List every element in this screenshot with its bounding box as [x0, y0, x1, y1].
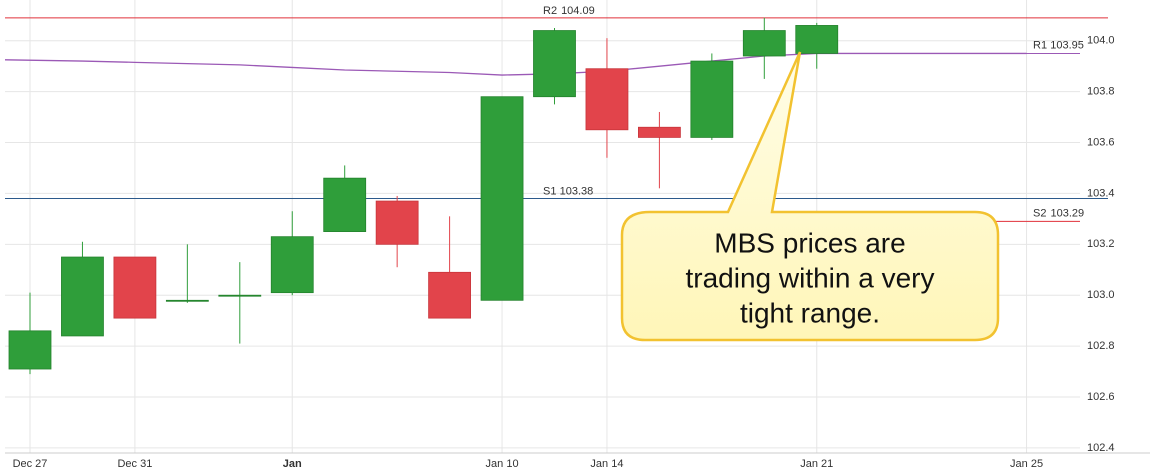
- x-tick-label: Jan 21: [800, 458, 833, 470]
- y-tick-label: 102.4: [1087, 442, 1115, 454]
- callout-text: MBS prices are: [714, 227, 905, 258]
- moving-average-line: [4, 52, 1027, 76]
- level-value: 103.29: [1050, 207, 1084, 219]
- candle-body: [323, 177, 367, 232]
- candle-body: [638, 126, 681, 138]
- x-tick-label: Dec 31: [117, 458, 152, 470]
- y-tick-label: 102.6: [1087, 391, 1115, 403]
- candle-body: [165, 299, 209, 302]
- candle-body: [218, 294, 262, 297]
- y-tick-label: 103.6: [1087, 136, 1115, 148]
- candle-body: [690, 60, 734, 138]
- candle-body: [585, 68, 629, 131]
- candle-body: [113, 256, 157, 319]
- x-tick-label: Dec 27: [13, 458, 48, 470]
- candle-body: [742, 30, 786, 57]
- level-value: 103.38: [560, 185, 594, 197]
- candle-body: [375, 200, 419, 245]
- level-name: R1: [1033, 39, 1047, 51]
- level-name: R2: [543, 5, 557, 17]
- y-tick-label: 102.8: [1087, 340, 1115, 352]
- candle-body: [795, 25, 839, 54]
- candle-body: [8, 330, 52, 370]
- x-tick-label: Jan 10: [486, 458, 519, 470]
- level-label: S1 103.38: [543, 185, 593, 197]
- candle-body: [61, 256, 104, 337]
- y-tick-label: 103.4: [1087, 187, 1115, 199]
- callout-bubble: [620, 51, 1000, 342]
- y-tick-label: 103.0: [1087, 289, 1115, 301]
- y-tick-label: 103.8: [1087, 86, 1115, 98]
- y-tick-label: 104.0: [1087, 35, 1115, 47]
- level-label: R1 103.95: [1033, 39, 1084, 51]
- level-value: 104.09: [561, 5, 595, 17]
- x-tick-label: Jan 25: [1010, 458, 1043, 470]
- x-tick-label: Jan: [283, 458, 302, 470]
- level-label: S2 103.29: [1033, 207, 1084, 219]
- level-label: R2 104.09: [543, 5, 595, 17]
- candle-body: [533, 30, 576, 98]
- callout-text: tight range.: [740, 297, 880, 328]
- candle-body: [270, 236, 314, 294]
- x-tick-label: Jan 14: [590, 458, 623, 470]
- level-name: S2: [1033, 207, 1046, 219]
- y-tick-label: 103.2: [1087, 238, 1115, 250]
- level-name: S1: [543, 185, 556, 197]
- callout: MBS prices are trading within a very tight…: [620, 51, 1000, 342]
- level-value: 103.95: [1050, 39, 1084, 51]
- callout-text: trading within a very: [685, 262, 934, 293]
- candle-body: [480, 96, 524, 301]
- candle-body: [428, 271, 472, 319]
